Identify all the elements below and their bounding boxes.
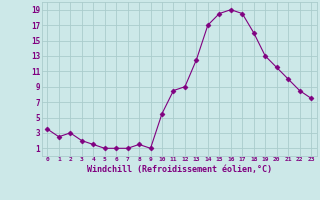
X-axis label: Windchill (Refroidissement éolien,°C): Windchill (Refroidissement éolien,°C) — [87, 165, 272, 174]
